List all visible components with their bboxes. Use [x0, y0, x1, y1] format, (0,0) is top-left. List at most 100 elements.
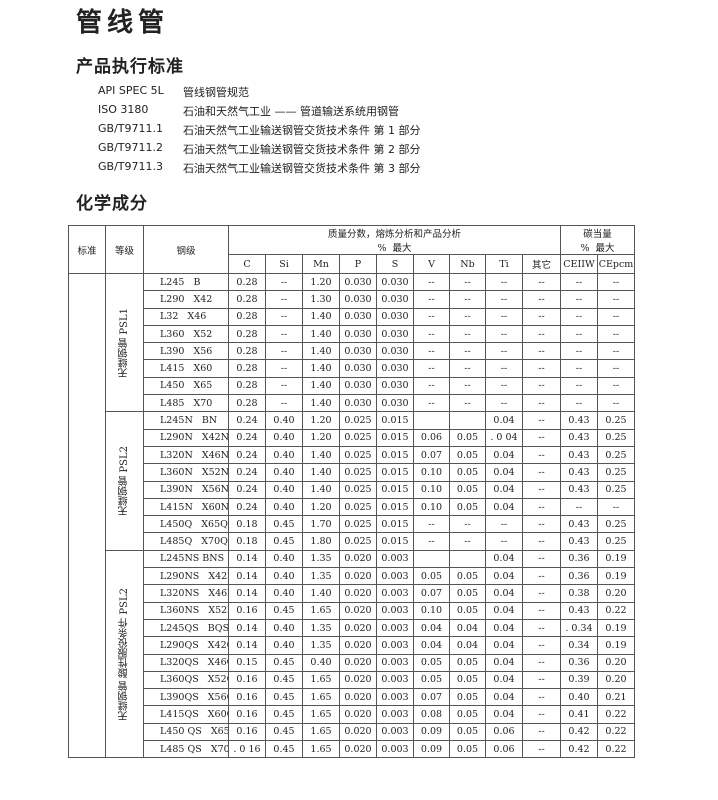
value-cell: 0.24 — [228, 480, 266, 499]
value-cell: 1.40 — [302, 394, 340, 413]
value-cell: 0.04 — [485, 463, 523, 482]
value-cell: 0.04 — [485, 601, 523, 620]
value-cell: 0.40 — [265, 618, 303, 638]
value-cell: 0.003 — [376, 584, 414, 603]
grade-cell: L415QS X60QS — [143, 705, 229, 724]
header-row: 标准 等级 钢级 质量分数，熔炼分析和产品分析 % 最大 碳当量 % 最大 — [68, 225, 636, 274]
value-cell: 0.25 — [596, 445, 636, 465]
value-cell: 0.04 — [485, 445, 523, 465]
value-cell: 0.19 — [596, 636, 636, 655]
value-cell: -- — [522, 394, 561, 413]
header-cell: 等级 — [105, 225, 144, 274]
value-cell: 0.06 — [485, 740, 523, 759]
column-header: S — [376, 254, 414, 274]
value-cell: 0.04 — [449, 618, 486, 638]
heading: 化学成分 — [76, 194, 148, 214]
value-cell: 0.030 — [339, 290, 377, 309]
value-cell: 0.40 — [265, 497, 303, 517]
header-row: C Si Mn P S V Nb Ti 其它 CEIIW CEpcm — [69, 254, 636, 274]
value-cell: 0.015 — [376, 532, 414, 551]
value-cell: 0.25 — [596, 463, 636, 482]
value-cell: 0.05 — [449, 705, 486, 724]
standards-list: API SPEC 5L 管线钢管规范 ISO 3180 石油和天然气工业 —— 管道输… — [98, 84, 421, 179]
header-text: % 最大 — [377, 243, 412, 254]
value-cell: 0.14 — [228, 567, 266, 586]
value-cell: 0.030 — [376, 272, 414, 292]
value-cell: -- — [522, 740, 561, 759]
value-cell: -- — [413, 359, 450, 378]
value-cell: 1.40 — [302, 463, 340, 482]
value-cell: -- — [485, 359, 523, 378]
value-cell: 1.65 — [302, 601, 340, 620]
value-cell: 0.020 — [339, 601, 377, 620]
value-cell: 0.05 — [449, 445, 486, 465]
data-row: L290QS X42QS0.140.401.350.0200.0030.040.… — [69, 636, 636, 655]
value-cell: 0.15 — [228, 653, 266, 672]
value-cell: 0.030 — [376, 394, 414, 413]
value-cell: -- — [265, 394, 303, 413]
grade-cell: L415 X60 — [143, 359, 229, 378]
value-cell: 0.07 — [413, 688, 450, 707]
value-cell: 0.19 — [596, 549, 636, 569]
value-cell: -- — [449, 376, 486, 396]
value-cell: 0.025 — [339, 515, 377, 534]
value-cell: 0.05 — [449, 601, 486, 620]
grade-cell: L390 X56 — [143, 342, 229, 361]
value-cell: 0.04 — [413, 636, 450, 655]
value-cell: 1.40 — [302, 376, 340, 396]
value-cell: 0.003 — [376, 549, 414, 569]
data-row: 无缝钢管 酸性服役条件 PSL2 L245NS BNS 0.14 0.40 1.35 0.… — [69, 549, 636, 759]
value-cell: 1.65 — [302, 688, 340, 707]
grade-cell: L245NS BNS — [143, 549, 229, 569]
value-cell — [449, 549, 486, 569]
data-row: L390QS X56QS0.160.451.650.0200.0030.070.… — [69, 688, 636, 707]
grade-cell: L245 B — [143, 272, 229, 292]
data-row: L290NS X42NS0.140.401.350.0200.0030.050.… — [69, 567, 636, 586]
value-cell: -- — [522, 515, 561, 534]
value-cell: 1.65 — [302, 705, 340, 724]
data-row: L485 QS X70QS. 0 160.451.650.0200.0030.0… — [69, 740, 636, 759]
value-cell: 0.020 — [339, 705, 377, 724]
value-cell: 0.015 — [376, 515, 414, 534]
value-cell: 1.35 — [302, 618, 340, 638]
value-cell: 0.24 — [228, 463, 266, 482]
group-label: 无缝钢管 PSL2 — [119, 446, 130, 516]
value-cell: -- — [522, 428, 561, 447]
value-cell: 0.020 — [339, 722, 377, 742]
value-cell: 0.28 — [228, 290, 266, 309]
value-cell: -- — [560, 307, 598, 326]
value-cell: 0.45 — [265, 532, 303, 551]
value-cell: -- — [522, 601, 561, 620]
grade-cell: L360N X52N — [143, 463, 229, 482]
value-cell: 0.04 — [413, 618, 450, 638]
value-cell: 0.40 — [265, 463, 303, 482]
value-cell: 0.06 — [413, 428, 450, 447]
value-cell: 0.030 — [376, 342, 414, 361]
value-cell: -- — [265, 342, 303, 361]
value-cell: 0.030 — [339, 307, 377, 326]
grade-cell: L390N X56N — [143, 480, 229, 499]
data-row: L32 X46 0.28 -- 1.40 0.030 0.030 -- -- -- -- -- -- — [69, 307, 636, 326]
data-row: L450Q X65Q 0.18 0.45 1.70 0.025 0.015 -- -- -- --… — [69, 515, 636, 534]
value-cell: . 0.34 — [560, 618, 598, 638]
value-cell: -- — [522, 670, 561, 690]
value-cell: -- — [522, 376, 561, 396]
value-cell: 0.22 — [596, 601, 636, 620]
header-text: % 最大 — [580, 243, 615, 254]
value-cell: 0.43 — [560, 428, 598, 447]
value-cell: -- — [560, 290, 598, 309]
value-cell: 0.40 — [560, 688, 598, 707]
value-cell: 0.28 — [228, 342, 266, 361]
standard-name: 石油天然气工业输送钢管交货技术条件 第 1 部分 — [183, 124, 421, 137]
value-cell: 0.36 — [560, 549, 598, 569]
value-cell: 0.45 — [265, 515, 303, 534]
value-cell: 0.09 — [413, 722, 450, 742]
value-cell: 0.04 — [485, 584, 523, 603]
value-cell: 0.14 — [228, 549, 266, 569]
value-cell: 1.20 — [302, 497, 340, 517]
group-cell: 无缝钢管 PSL1 — [105, 272, 144, 413]
data-row: L390N X56N 0.24 0.40 1.40 0.025 0.015 0.10 0.05… — [69, 480, 636, 499]
value-cell: 0.16 — [228, 670, 266, 690]
value-cell: 0.21 — [596, 688, 636, 707]
value-cell: -- — [413, 307, 450, 326]
